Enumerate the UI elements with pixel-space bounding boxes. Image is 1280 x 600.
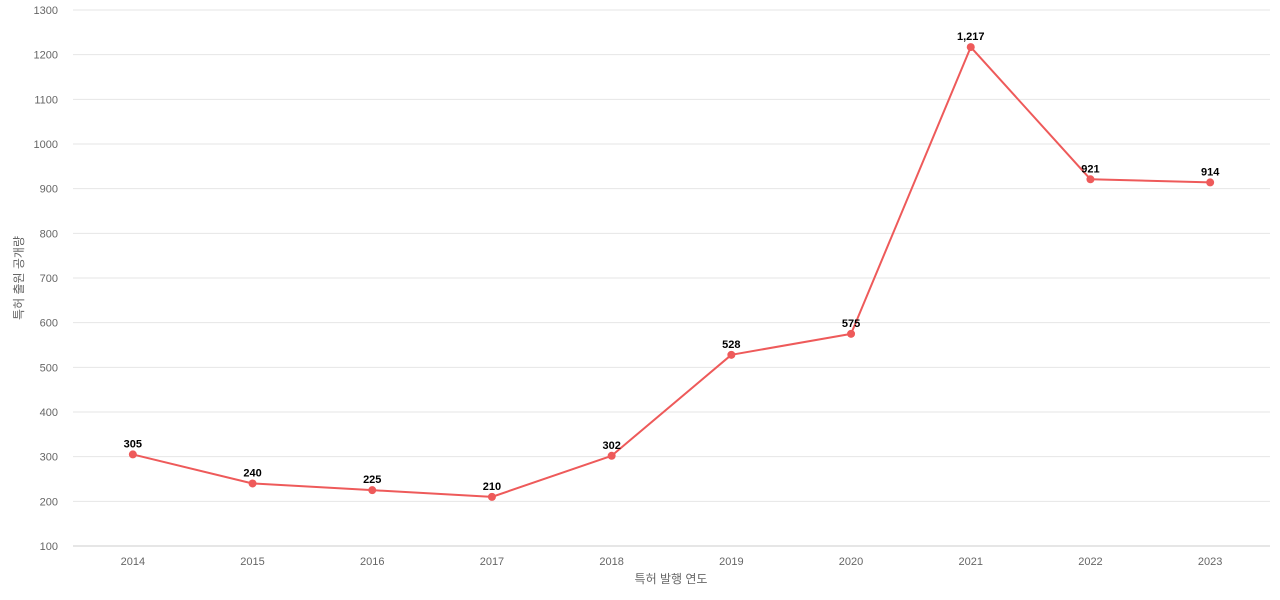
y-tick-label: 600 [40, 318, 58, 330]
x-tick-label: 2022 [1078, 556, 1102, 568]
y-axis-title: 특허 출원 공개량 [12, 236, 26, 320]
data-label: 302 [602, 440, 620, 452]
grid-lines [73, 9, 1270, 547]
x-tick-label: 2021 [959, 556, 983, 568]
x-tick-label: 2020 [839, 556, 863, 568]
y-tick-label: 900 [40, 184, 58, 196]
x-axis-ticks: 2014 2015 2016 2017 2018 2019 2020 2021 2022 2023 [121, 556, 1223, 568]
y-tick-label: 800 [40, 228, 58, 240]
data-point [966, 43, 975, 52]
y-tick-label: 1300 [34, 5, 58, 17]
x-tick-label: 2014 [121, 556, 145, 568]
data-label: 914 [1201, 166, 1220, 178]
y-tick-label: 100 [40, 541, 58, 553]
data-point [368, 486, 377, 495]
data-label: 305 [124, 438, 142, 450]
y-tick-label: 200 [40, 496, 58, 508]
x-tick-label: 2016 [360, 556, 384, 568]
x-axis-title: 특허 발행 연도 [635, 571, 708, 586]
x-tick-label: 2019 [719, 556, 743, 568]
data-point [248, 479, 257, 488]
data-point [1206, 178, 1215, 187]
data-point [847, 329, 856, 338]
data-label: 921 [1081, 163, 1099, 175]
data-label: 1,217 [957, 31, 985, 43]
data-point [727, 350, 736, 359]
series-line [132, 46, 1211, 498]
data-label: 225 [363, 474, 381, 486]
y-tick-label: 300 [40, 452, 58, 464]
y-tick-label: 400 [40, 407, 58, 419]
data-label: 528 [722, 339, 740, 351]
data-point [607, 451, 616, 460]
y-tick-label: 1100 [34, 94, 58, 106]
data-label: 575 [842, 318, 860, 330]
series-layer [128, 43, 1215, 501]
x-tick-label: 2023 [1198, 556, 1222, 568]
y-tick-label: 700 [40, 273, 58, 285]
data-point [128, 450, 137, 459]
y-tick-label: 1000 [34, 139, 58, 151]
data-point [487, 492, 496, 501]
data-label: 210 [483, 481, 501, 493]
data-point [1086, 175, 1095, 184]
y-tick-label: 500 [40, 362, 58, 374]
x-tick-label: 2015 [240, 556, 264, 568]
data-labels: 305 240 225 210 302 528 575 1,217 921 914 [124, 31, 1221, 493]
data-label: 240 [243, 467, 261, 479]
y-axis-ticks: 100 200 300 400 500 600 700 800 900 1000 1100 1200 1… [34, 5, 58, 553]
x-tick-label: 2017 [480, 556, 504, 568]
x-tick-label: 2018 [599, 556, 623, 568]
y-tick-label: 1200 [34, 50, 58, 62]
